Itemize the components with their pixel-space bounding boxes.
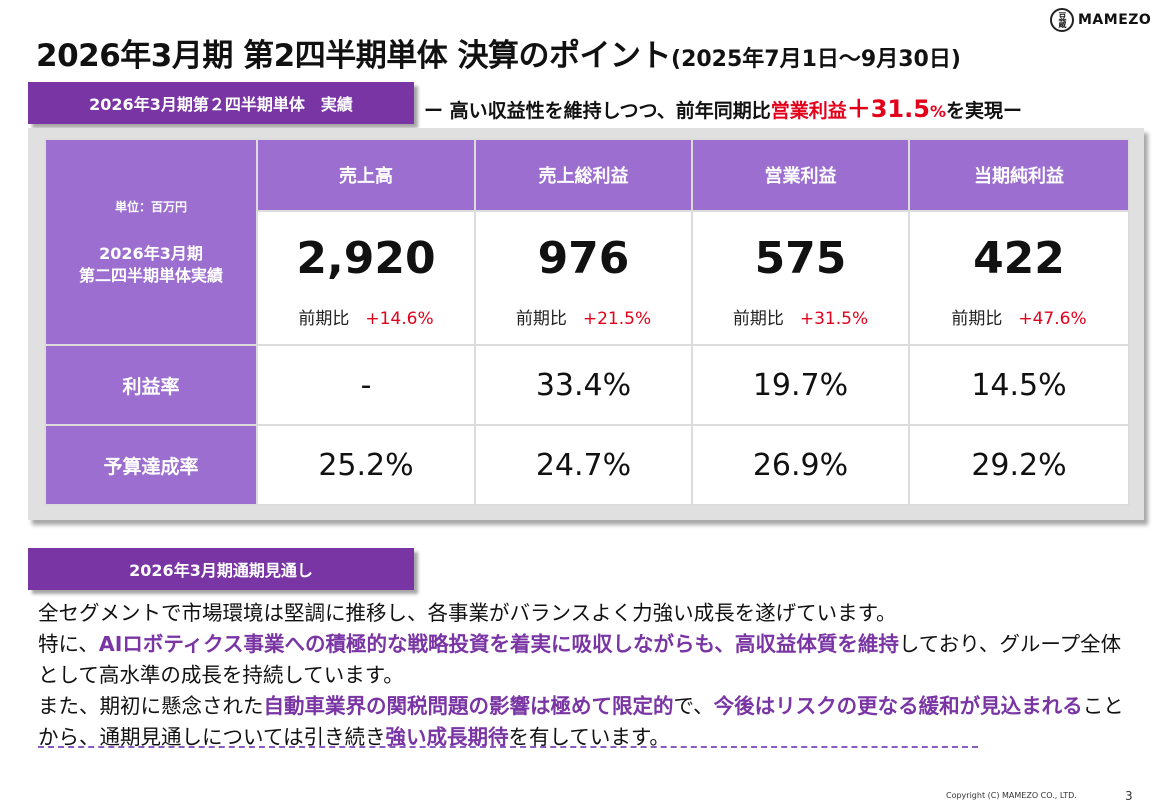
summary-paragraph-1: 全セグメントで市場環境は堅調に推移し、各事業がバランスよく力強い成長を遂げていま… bbox=[38, 601, 897, 625]
col-header-operating-profit: 営業利益 bbox=[691, 138, 910, 212]
unit-label: 単位：百万円 bbox=[114, 199, 187, 214]
tagline-percent: % bbox=[929, 102, 946, 121]
company-logo: 豆蔵 MAMEZO bbox=[1050, 8, 1151, 32]
row-label-line2: 第二四半期単体実績 bbox=[78, 265, 223, 285]
yoy-label: 前期比 bbox=[298, 309, 350, 329]
cell-sales-actual: 2,920 前期比 +14.6% bbox=[256, 210, 476, 346]
summary-text: しており、グループ全体として高水準の成長を持続しています。 bbox=[38, 632, 1122, 687]
title-main: 2026年3月期 第2四半期単体 決算のポイント bbox=[36, 38, 672, 74]
budget-net-income: 29.2% bbox=[908, 424, 1130, 506]
budget-operating-profit: 26.9% bbox=[691, 424, 910, 506]
title-period: (2025年7月1日～9月30日) bbox=[671, 47, 961, 72]
col-header-sales: 売上高 bbox=[256, 138, 476, 212]
outlook-summary: 全セグメントで市場環境は堅調に推移し、各事業がバランスよく力強い成長を遂げていま… bbox=[38, 598, 1138, 753]
summary-highlight: 今後はリスクの更なる緩和が見込まれる bbox=[713, 694, 1083, 718]
page-title: 2026年3月期 第2四半期単体 決算のポイント(2025年7月1日～9月30日… bbox=[36, 30, 961, 75]
value-gross-profit: 976 bbox=[537, 233, 630, 284]
value-operating-profit: 575 bbox=[754, 233, 847, 284]
budget-sales: 25.2% bbox=[256, 424, 476, 506]
summary-highlight: 自動車業界の関税問題の影響は極めて限定的 bbox=[263, 694, 674, 718]
summary-text: ことから、通期見通しについては引き続き bbox=[38, 694, 1124, 749]
results-tagline: ー 高い収益性を維持しつつ、前年同期比営業利益＋31.5%を実現ー bbox=[424, 89, 1022, 124]
margin-operating-profit: 19.7% bbox=[691, 344, 910, 426]
value-net-income: 422 bbox=[973, 233, 1065, 284]
margin-sales: - bbox=[256, 344, 476, 426]
margin-gross-profit: 33.4% bbox=[474, 344, 693, 426]
summary-text: また、期初に懸念された bbox=[38, 694, 264, 718]
col-header-gross-profit: 売上総利益 bbox=[474, 138, 693, 212]
yoy-value: +31.5% bbox=[799, 309, 869, 329]
row-label-line1: 2026年3月期 bbox=[99, 243, 203, 263]
table-header-row: 単位：百万円 2026年3月期 第二四半期単体実績 売上高 売上総利益 営業利益… bbox=[44, 138, 1130, 346]
results-table: 単位：百万円 2026年3月期 第二四半期単体実績 売上高 売上総利益 営業利益… bbox=[44, 138, 1130, 506]
yoy-label: 前期比 bbox=[951, 309, 1003, 329]
budget-gross-profit: 24.7% bbox=[474, 424, 693, 506]
page-number: 3 bbox=[1125, 789, 1133, 803]
summary-paragraph-3: また、期初に懸念された自動車業界の関税問題の影響は極めて限定的で、今後はリスクの… bbox=[38, 691, 1138, 753]
cell-operating-profit-actual: 575 前期比 +31.5% bbox=[691, 210, 910, 346]
tagline-prefix: ー 高い収益性を維持しつつ、前年同期比 bbox=[424, 100, 771, 122]
copyright-text: Copyright (C) MAMEZO CO., LTD. bbox=[946, 791, 1077, 800]
yoy-net-income: 前期比 +47.6% bbox=[910, 304, 1128, 329]
results-banner: 2026年3月期第２四半期単体 実績 bbox=[28, 82, 414, 124]
row-label-margin: 利益率 bbox=[44, 344, 258, 426]
yoy-label: 前期比 bbox=[732, 309, 784, 329]
row-label-actuals: 単位：百万円 2026年3月期 第二四半期単体実績 bbox=[44, 138, 258, 346]
summary-highlight: 強い成長期待 bbox=[385, 725, 509, 749]
table-row-budget: 予算達成率 25.2% 24.7% 26.9% 29.2% bbox=[44, 424, 1130, 506]
tagline-value: ＋31.5 bbox=[846, 95, 930, 123]
value-sales: 2,920 bbox=[296, 233, 436, 284]
yoy-value: +21.5% bbox=[582, 309, 652, 329]
table-row-margin: 利益率 - 33.4% 19.7% 14.5% bbox=[44, 344, 1130, 426]
col-header-net-income: 当期純利益 bbox=[908, 138, 1130, 212]
table-row-actuals: 2,920 前期比 +14.6% 976 前期比 +21.5% 575 前期比 +31… bbox=[45, 210, 1130, 346]
yoy-sales: 前期比 +14.6% bbox=[258, 304, 474, 329]
cell-gross-profit-actual: 976 前期比 +21.5% bbox=[474, 210, 693, 346]
cell-net-income-actual: 422 前期比 +47.6% bbox=[908, 210, 1130, 346]
outlook-banner: 2026年3月期通期見通し bbox=[28, 548, 414, 590]
margin-net-income: 14.5% bbox=[908, 344, 1130, 426]
yoy-operating-profit: 前期比 +31.5% bbox=[693, 304, 908, 329]
yoy-value: +14.6% bbox=[365, 309, 434, 329]
summary-text: で、 bbox=[673, 694, 714, 718]
logo-mark-icon: 豆蔵 bbox=[1050, 8, 1074, 32]
summary-highlight: AIロボティクス事業への積極的な戦略投資を着実に吸収しながらも、高収益体質を維持 bbox=[98, 632, 899, 656]
summary-text: を有しています。 bbox=[508, 725, 670, 749]
row-label-budget: 予算達成率 bbox=[44, 424, 258, 506]
dashed-divider bbox=[38, 746, 978, 748]
yoy-value: +47.6% bbox=[1018, 309, 1087, 329]
yoy-gross-profit: 前期比 +21.5% bbox=[476, 304, 691, 329]
tagline-suffix: を実現ー bbox=[945, 100, 1022, 122]
logo-text: MAMEZO bbox=[1078, 12, 1152, 28]
tagline-highlight: 営業利益 bbox=[770, 100, 847, 122]
yoy-label: 前期比 bbox=[515, 309, 567, 329]
summary-paragraph-2: 特に、AIロボティクス事業への積極的な戦略投資を着実に吸収しながらも、高収益体質… bbox=[38, 629, 1138, 691]
summary-text: 特に、 bbox=[38, 632, 99, 656]
